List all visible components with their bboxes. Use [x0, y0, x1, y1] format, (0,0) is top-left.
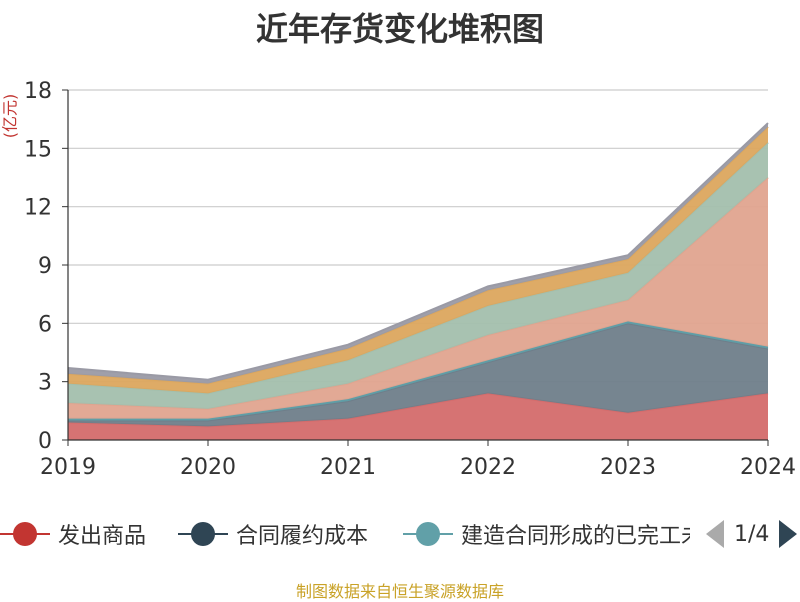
y-tick-label: 18 — [24, 79, 52, 104]
legend-label: 合同履约成本 — [236, 524, 369, 549]
tick-labels: 0 3 6 9 12 15 18 2019 2020 2021 2022 2023 2024 — [24, 79, 796, 480]
area-series-1 — [68, 323, 768, 427]
y-tick-label: 9 — [38, 254, 52, 279]
x-tick-label: 2021 — [320, 455, 376, 480]
legend-pager: 1/4 — [700, 516, 800, 552]
x-tick-label: 2023 — [600, 455, 656, 480]
legend-item[interactable]: 建造合同形成的已完工未结算资产 — [403, 516, 690, 552]
axes — [62, 89, 769, 446]
stacked-areas — [67, 122, 769, 440]
legend-marker-icon — [178, 516, 228, 552]
y-axis-unit-label: (亿元) — [0, 93, 20, 139]
legend-next-page-icon[interactable] — [779, 520, 798, 548]
legend-prev-page-icon[interactable] — [706, 520, 724, 548]
legend-items: 发出商品 合同履约成本 建造合同形成的已完工未结算资产 — [0, 516, 690, 552]
y-tick-label: 3 — [38, 371, 52, 396]
y-tick-label: 0 — [38, 429, 52, 454]
x-tick-label: 2022 — [460, 455, 516, 480]
source-note: 制图数据来自恒生聚源数据库 — [295, 582, 504, 601]
area-series-0 — [68, 393, 768, 440]
y-tick-label: 6 — [38, 312, 52, 337]
x-tick-label: 2020 — [180, 455, 236, 480]
legend-item[interactable]: 发出商品 — [0, 516, 146, 552]
chart-title: 近年存货变化堆积图 — [255, 10, 544, 48]
legend-label: 建造合同形成的已完工未结算资产 — [461, 524, 690, 549]
legend-page-indicator: 1/4 — [734, 521, 770, 547]
area-series-3 — [68, 177, 768, 419]
legend-label: 发出商品 — [58, 524, 147, 549]
legend-marker-icon — [403, 516, 453, 552]
legend: 发出商品 合同履约成本 建造合同形成的已完工未结算资产 — [0, 516, 800, 552]
area-series-4 — [68, 142, 768, 409]
x-tick-label: 2024 — [740, 455, 796, 480]
legend-item[interactable]: 合同履约成本 — [178, 516, 368, 552]
series-line-6 — [67, 122, 769, 381]
y-tick-label: 15 — [24, 137, 52, 162]
y-tick-label: 12 — [24, 196, 52, 221]
x-tick-label: 2019 — [40, 455, 96, 480]
legend-marker-icon — [0, 516, 50, 552]
